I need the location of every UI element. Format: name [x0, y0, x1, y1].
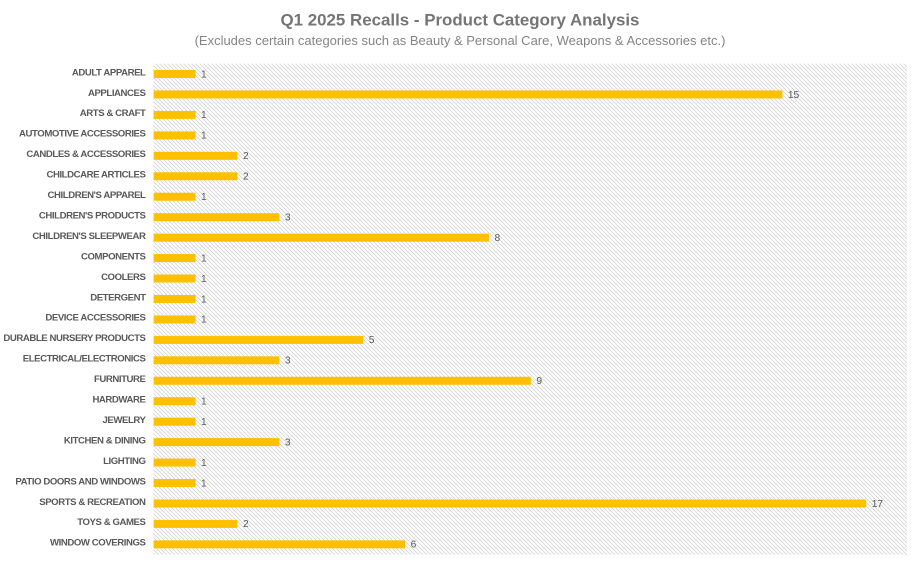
svg-text:HARDWARE: HARDWARE [92, 395, 146, 406]
svg-text:COMPONENTS: COMPONENTS [81, 251, 146, 262]
svg-text:1: 1 [201, 110, 207, 121]
svg-text:COOLERS: COOLERS [101, 272, 146, 283]
svg-text:ARTS & CRAFT: ARTS & CRAFT [80, 108, 146, 119]
svg-text:1: 1 [201, 131, 207, 142]
svg-text:CHILDREN'S SLEEPWEAR: CHILDREN'S SLEEPWEAR [32, 231, 146, 242]
svg-text:17: 17 [872, 499, 884, 510]
svg-text:ELECTRICAL/ELECTRONICS: ELECTRICAL/ELECTRONICS [23, 354, 147, 365]
svg-text:WINDOW COVERINGS: WINDOW COVERINGS [50, 538, 146, 549]
svg-text:1: 1 [201, 69, 207, 80]
svg-text:ADULT APPAREL: ADULT APPAREL [72, 67, 146, 78]
svg-text:Q1 2025 Recalls - Product Cate: Q1 2025 Recalls - Product Category Analy… [281, 11, 640, 30]
svg-text:CHILDREN'S APPAREL: CHILDREN'S APPAREL [48, 190, 147, 201]
svg-text:1: 1 [201, 294, 207, 305]
svg-text:1: 1 [201, 417, 207, 428]
svg-text:CHILDCARE ARTICLES: CHILDCARE ARTICLES [46, 170, 146, 181]
svg-text:2: 2 [243, 151, 249, 162]
svg-text:1: 1 [201, 478, 207, 489]
svg-text:SPORTS & RECREATION: SPORTS & RECREATION [39, 497, 146, 508]
svg-text:DEVICE ACCESSORIES: DEVICE ACCESSORIES [45, 313, 146, 324]
svg-text:LIGHTING: LIGHTING [103, 456, 145, 467]
svg-text:PATIO DOORS AND WINDOWS: PATIO DOORS AND WINDOWS [15, 476, 146, 487]
svg-text:5: 5 [369, 335, 375, 346]
svg-text:JEWELRY: JEWELRY [102, 415, 146, 426]
svg-text:9: 9 [536, 376, 542, 387]
svg-text:6: 6 [411, 540, 417, 551]
svg-text:FURNITURE: FURNITURE [94, 374, 147, 385]
svg-text:1: 1 [201, 315, 207, 326]
svg-text:2: 2 [243, 172, 249, 183]
svg-text:1: 1 [201, 253, 207, 264]
svg-text:1: 1 [201, 274, 207, 285]
svg-text:KITCHEN & DINING: KITCHEN & DINING [64, 435, 146, 446]
svg-text:(Excludes certain categories s: (Excludes certain categories such as Bea… [195, 33, 726, 48]
svg-text:APPLIANCES: APPLIANCES [88, 88, 147, 99]
svg-text:DETERGENT: DETERGENT [90, 292, 146, 303]
svg-text:8: 8 [494, 233, 500, 244]
svg-text:CANDLES & ACCESSORIES: CANDLES & ACCESSORIES [26, 149, 146, 160]
svg-text:1: 1 [201, 397, 207, 408]
svg-text:AUTOMOTIVE ACCESSORIES: AUTOMOTIVE ACCESSORIES [19, 129, 146, 140]
svg-text:1: 1 [201, 458, 207, 469]
svg-text:TOYS & GAMES: TOYS & GAMES [77, 517, 146, 528]
svg-text:DURABLE NURSERY PRODUCTS: DURABLE NURSERY PRODUCTS [3, 333, 146, 344]
svg-text:3: 3 [285, 356, 291, 367]
svg-text:1: 1 [201, 192, 207, 203]
svg-text:15: 15 [788, 90, 800, 101]
svg-text:2: 2 [243, 519, 249, 530]
svg-text:3: 3 [285, 212, 291, 223]
svg-text:CHILDREN'S PRODUCTS: CHILDREN'S PRODUCTS [39, 210, 147, 221]
svg-text:3: 3 [285, 437, 291, 448]
